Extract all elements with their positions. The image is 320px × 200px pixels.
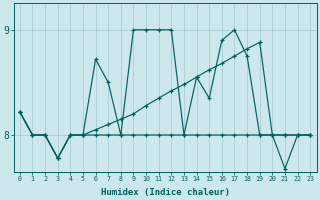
X-axis label: Humidex (Indice chaleur): Humidex (Indice chaleur) (100, 188, 229, 197)
